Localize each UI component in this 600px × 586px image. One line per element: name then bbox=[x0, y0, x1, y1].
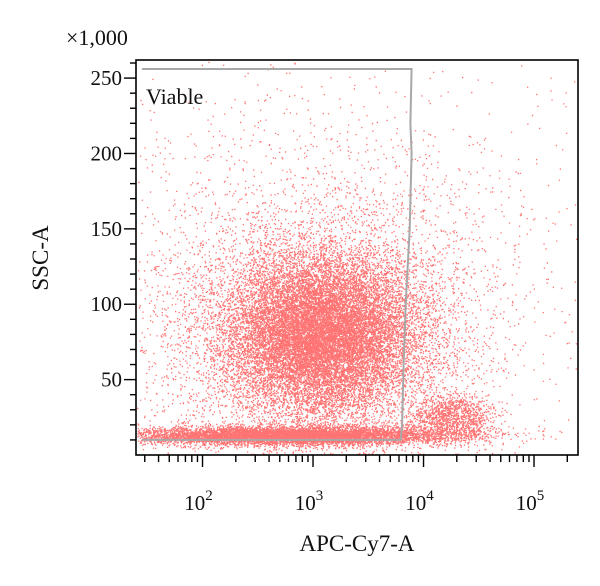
x-axis-ticks: 102 103 104 105 bbox=[144, 455, 568, 515]
scatter-points bbox=[137, 61, 578, 456]
gate-label: Viable bbox=[146, 84, 203, 109]
x-axis-label: APC-Cy7-A bbox=[299, 531, 414, 556]
x-tick-label: 105 bbox=[516, 488, 545, 515]
y-tick-label: 150 bbox=[91, 217, 123, 241]
y-tick-label: 100 bbox=[91, 292, 123, 316]
y-tick-label: 250 bbox=[91, 66, 123, 90]
y-axis-ticks: 50 100 150 200 250 bbox=[91, 62, 136, 441]
y-multiplier-label: ×1,000 bbox=[66, 25, 128, 50]
x-tick-label: 103 bbox=[295, 488, 324, 515]
x-tick-label: 102 bbox=[184, 488, 213, 515]
y-tick-label: 200 bbox=[91, 141, 123, 165]
scatter-point-cloud bbox=[137, 61, 578, 456]
viable-gate bbox=[142, 68, 413, 441]
y-axis-label: SSC-A bbox=[28, 225, 53, 291]
y-tick-label: 50 bbox=[101, 368, 122, 392]
x-tick-label: 104 bbox=[405, 488, 434, 515]
plot-frame bbox=[135, 59, 579, 456]
